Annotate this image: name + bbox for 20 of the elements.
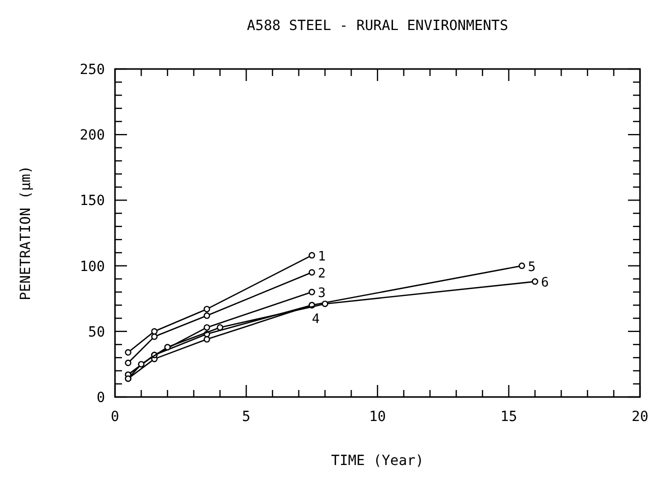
annotation: 5 xyxy=(528,260,536,275)
x-tick-label: 10 xyxy=(369,409,386,425)
x-tick-label: 15 xyxy=(500,409,518,425)
x-tick-label: 20 xyxy=(632,409,648,425)
x-tick-label: 5 xyxy=(242,409,250,425)
chart-title: A588 STEEL - RURAL ENVIRONMENTS xyxy=(246,18,508,34)
y-tick-label: 100 xyxy=(80,258,105,275)
y-tick-label: 250 xyxy=(80,62,105,78)
annotation: 6 xyxy=(541,276,549,291)
y-tick-label: 200 xyxy=(80,128,105,144)
annotation: 2 xyxy=(318,266,326,282)
x-tick-label: 0 xyxy=(110,409,120,425)
annotation: 4 xyxy=(312,312,320,328)
y-tick-label: 50 xyxy=(88,324,105,340)
annotation: 3 xyxy=(318,286,326,302)
y-axis-title: PENETRATION (µm) xyxy=(18,166,34,300)
y-tick-label: 150 xyxy=(80,193,105,210)
y-tick-label: 0 xyxy=(96,390,105,406)
annotation: 1 xyxy=(318,249,326,264)
x-axis-title: TIME (Year) xyxy=(331,453,424,469)
